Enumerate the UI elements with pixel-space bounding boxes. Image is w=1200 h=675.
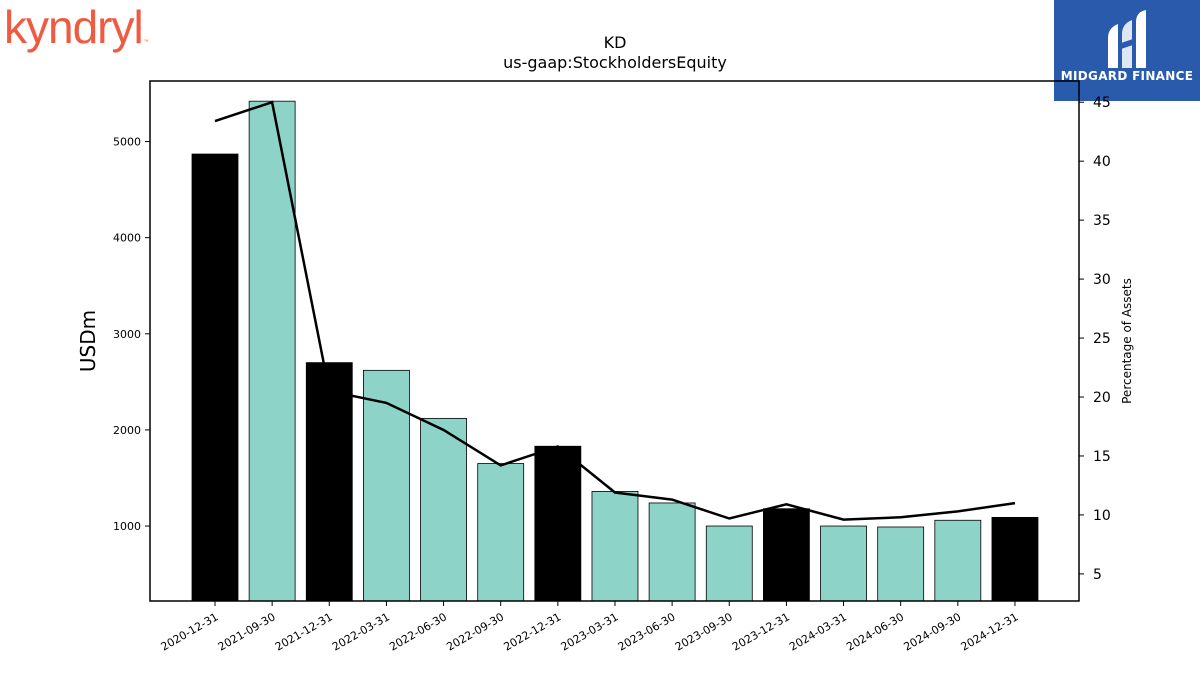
bar: [305, 362, 353, 602]
bar: [877, 526, 925, 602]
x-tick-label: 2021-09-30: [216, 610, 278, 653]
x-tick-label: 2020-12-31: [159, 610, 221, 653]
bar: [705, 525, 753, 602]
x-tick-label: 2021-12-31: [273, 610, 335, 653]
y-tick-label: 2000: [113, 424, 141, 437]
x-tick-label: 2024-12-31: [959, 610, 1021, 653]
bar: [191, 153, 239, 602]
x-tick-label: 2022-06-30: [387, 610, 449, 653]
x-tick-label: 2023-09-30: [673, 610, 735, 653]
y2-tick-label: 35: [1093, 213, 1111, 229]
bar: [934, 519, 982, 602]
kyndryl-logo: kyndryl™: [4, 1, 149, 53]
y2-tick-label: 45: [1093, 95, 1111, 111]
y2-tick-label: 30: [1093, 272, 1111, 288]
x-tick-label: 2024-03-31: [787, 610, 849, 653]
bar: [534, 445, 582, 602]
percentage-line: [214, 100, 1016, 521]
y-tick-label: 5000: [113, 136, 141, 149]
y-tick-label: 3000: [113, 328, 141, 341]
bar: [591, 491, 639, 602]
bar: [820, 525, 867, 602]
bar: [648, 502, 696, 602]
x-tick-label: 2023-12-31: [730, 610, 792, 653]
chart-title: KD: [604, 33, 627, 52]
y2-tick-label: 10: [1093, 508, 1111, 524]
chart-subtitle: us-gaap:StockholdersEquity: [503, 53, 727, 72]
bar: [248, 100, 296, 602]
bar-series: [191, 100, 1039, 602]
y2-tick-label: 5: [1093, 567, 1102, 583]
y-tick-label: 4000: [113, 232, 141, 245]
x-tick-label: 2022-12-31: [501, 610, 563, 653]
bar: [991, 516, 1039, 602]
y2-axis-label: Percentage of Assets: [1120, 278, 1134, 404]
bar: [763, 508, 810, 602]
line-series: [214, 100, 1016, 521]
y2-tick-label: 25: [1093, 331, 1111, 347]
bar: [420, 417, 467, 602]
x-tick-label: 2023-06-30: [616, 610, 678, 653]
bar: [477, 463, 525, 602]
y2-tick-label: 20: [1093, 390, 1111, 406]
y2-tick-label: 15: [1093, 449, 1111, 465]
bar: [363, 369, 410, 602]
x-tick-label: 2023-03-31: [559, 610, 621, 653]
y-tick-label: 1000: [113, 520, 141, 533]
y-axis-label: USDm: [76, 310, 100, 372]
x-tick-label: 2022-03-31: [330, 610, 392, 653]
x-tick-label: 2022-09-30: [444, 610, 506, 653]
midgard-finance-wordmark: MIDGARD FINANCE: [1060, 69, 1194, 83]
x-tick-label: 2024-09-30: [901, 610, 963, 653]
y2-tick-label: 40: [1093, 154, 1111, 170]
x-tick-label: 2024-06-30: [844, 610, 906, 653]
midgard-emblem-icon: [1108, 10, 1146, 68]
